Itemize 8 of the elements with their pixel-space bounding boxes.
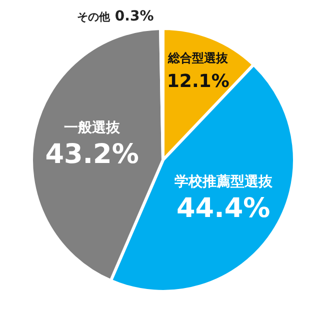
- data-label: 12.1%: [166, 70, 230, 92]
- slice-label: その他: [76, 10, 111, 24]
- data-label: 0.3%: [114, 8, 154, 25]
- slice-label: 学校推薦型選抜: [174, 174, 274, 190]
- slice-label: 一般選抜: [64, 120, 122, 136]
- data-label: 44.4%: [176, 192, 270, 224]
- data-label: 43.2%: [45, 139, 139, 170]
- slice-label: 総合型選抜: [167, 51, 230, 66]
